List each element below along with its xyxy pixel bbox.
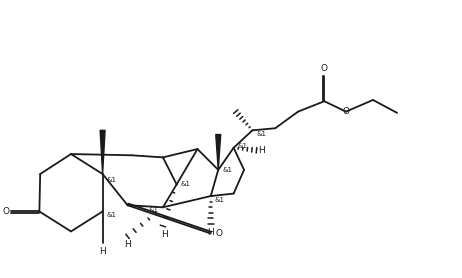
Text: H: H [124, 240, 131, 249]
Text: O: O [2, 207, 9, 216]
Text: &1: &1 [181, 182, 191, 187]
Text: O: O [321, 64, 328, 73]
Text: &1: &1 [222, 167, 232, 173]
Text: H: H [162, 230, 168, 239]
Text: H: H [99, 247, 106, 255]
Text: &1: &1 [107, 212, 116, 219]
Text: &1: &1 [107, 177, 116, 183]
Text: &1: &1 [256, 131, 266, 137]
Text: O: O [216, 229, 223, 238]
Text: O: O [342, 107, 349, 116]
Text: &1: &1 [237, 143, 248, 149]
Text: H: H [207, 228, 214, 237]
Polygon shape [100, 130, 105, 174]
Text: H: H [258, 146, 265, 155]
Text: &1: &1 [149, 207, 159, 213]
Text: &1: &1 [215, 197, 225, 203]
Polygon shape [216, 135, 221, 170]
